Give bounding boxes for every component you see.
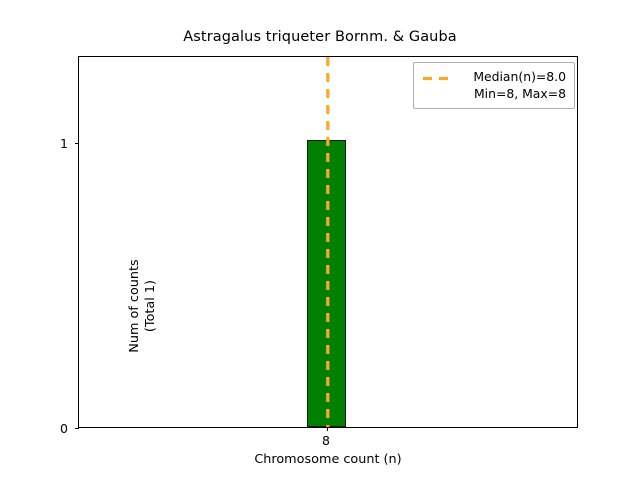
figure-canvas: Astragalus triqueter Bornm. & Gauba 1 0 … — [60, 29, 578, 467]
median-line-svg — [326, 57, 330, 427]
y-tick-label-0: 0 — [60, 421, 68, 436]
plot-inner — [79, 57, 577, 427]
median-line — [326, 57, 330, 427]
legend-entry-median: Median(n)=8.0 Min=8, Max=8 — [473, 69, 566, 101]
x-tick-label-8: 8 — [322, 433, 330, 448]
x-axis-label: Chromosome count (n) — [254, 452, 402, 467]
legend-dash-svg — [423, 76, 455, 81]
legend-box[interactable]: Median(n)=8.0 Min=8, Max=8 — [413, 62, 575, 109]
legend-dashed-line-icon — [422, 70, 456, 87]
y-axis-label: Num of counts (Total 1) — [126, 259, 159, 353]
y-tick-mark-1 — [75, 142, 79, 144]
x-tick-mark-8 — [326, 427, 328, 431]
y-axis-label-wrapper: Num of counts (Total 1) — [126, 120, 160, 492]
chart-title: Astragalus triqueter Bornm. & Gauba — [183, 29, 457, 45]
plot-area: Num of counts (Total 1) — [75, 56, 578, 431]
y-tick-mark-0 — [75, 427, 79, 429]
y-tick-label-1: 1 — [60, 136, 68, 151]
